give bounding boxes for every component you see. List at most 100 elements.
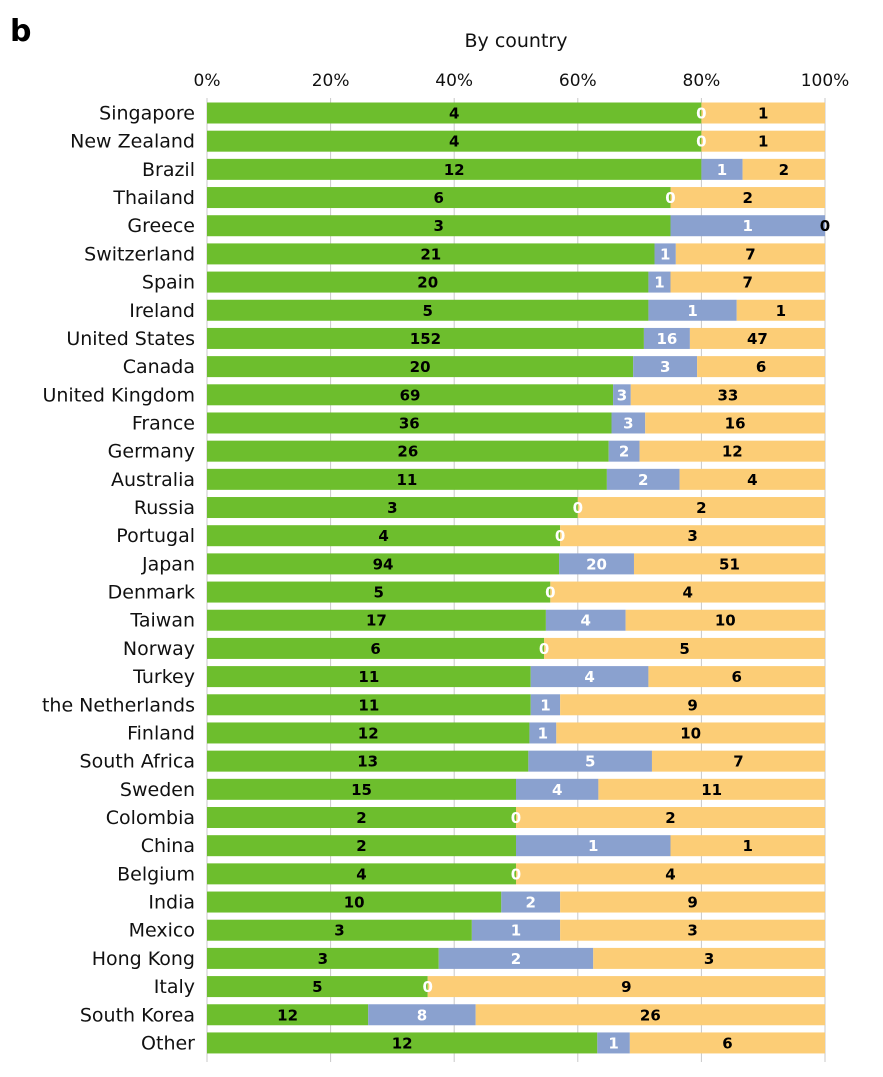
value-label: 6 bbox=[756, 358, 766, 376]
category-label: Singapore bbox=[99, 103, 195, 125]
value-label: 21 bbox=[420, 245, 441, 263]
bar-segment bbox=[516, 835, 671, 857]
value-label: 3 bbox=[623, 414, 633, 432]
bar-segment bbox=[608, 440, 640, 462]
value-label: 9 bbox=[687, 696, 697, 714]
category-label: United Kingdom bbox=[42, 384, 195, 406]
value-label: 0 bbox=[696, 105, 706, 123]
value-label: 0 bbox=[511, 865, 521, 883]
bar-segment bbox=[207, 976, 428, 998]
panel-letter: b bbox=[10, 14, 32, 49]
category-label: Portugal bbox=[116, 525, 195, 547]
value-label: 3 bbox=[334, 922, 344, 940]
category-label: France bbox=[132, 412, 195, 434]
value-label: 1 bbox=[717, 161, 727, 179]
category-label: Taiwan bbox=[129, 610, 195, 632]
bars-layer bbox=[207, 102, 825, 1054]
value-label: 5 bbox=[373, 584, 383, 602]
bar-segment bbox=[559, 553, 634, 575]
y-axis-categories: Singapore New Zealand Brazil Thailand Greece… bbox=[42, 103, 195, 1055]
bar-segment bbox=[207, 384, 614, 406]
bar-segment bbox=[701, 158, 743, 180]
bar-segment bbox=[545, 609, 626, 631]
value-label: 36 bbox=[399, 414, 420, 432]
bar-segment bbox=[648, 271, 671, 293]
bar-segment bbox=[207, 835, 516, 857]
bar-segment bbox=[611, 412, 646, 434]
value-label: 4 bbox=[449, 105, 459, 123]
bar-segment bbox=[207, 468, 607, 490]
value-label: 20 bbox=[410, 358, 431, 376]
value-label: 69 bbox=[400, 386, 421, 404]
value-label: 4 bbox=[378, 527, 388, 545]
bar-segment bbox=[207, 271, 649, 293]
value-label: 3 bbox=[660, 358, 670, 376]
bar-segment bbox=[516, 807, 825, 828]
bar-segment bbox=[654, 243, 676, 265]
value-label: 4 bbox=[747, 471, 757, 489]
value-label: 5 bbox=[312, 978, 322, 996]
x-tick-label: 60% bbox=[559, 71, 597, 91]
category-label: Sweden bbox=[120, 779, 195, 801]
bar-segment bbox=[207, 891, 502, 913]
value-label: 0 bbox=[422, 978, 432, 996]
bar-segment bbox=[207, 130, 702, 152]
bar-segment bbox=[501, 891, 561, 913]
bar-segment bbox=[207, 215, 671, 237]
bar-segment bbox=[207, 187, 671, 209]
value-label: 26 bbox=[397, 443, 418, 461]
value-label: 6 bbox=[731, 668, 741, 686]
category-label: Hong Kong bbox=[92, 948, 195, 970]
value-label: 2 bbox=[665, 809, 675, 827]
bar-segment bbox=[633, 356, 698, 378]
value-label: 7 bbox=[743, 274, 753, 292]
bar-segment bbox=[544, 637, 825, 659]
value-label: 1 bbox=[743, 217, 753, 235]
value-label: 6 bbox=[434, 189, 444, 207]
category-label: China bbox=[141, 835, 195, 857]
value-label: 11 bbox=[701, 781, 722, 799]
category-label: Denmark bbox=[108, 582, 195, 604]
value-label: 1 bbox=[758, 105, 768, 123]
bar-segment bbox=[556, 722, 825, 744]
grid-layer bbox=[206, 98, 826, 1062]
value-label: 1 bbox=[743, 837, 753, 855]
category-label: Finland bbox=[127, 722, 195, 744]
value-label: 2 bbox=[619, 443, 629, 461]
value-label: 3 bbox=[318, 950, 328, 968]
value-label: 0 bbox=[820, 217, 830, 235]
bar-segment bbox=[701, 102, 825, 124]
value-label: 6 bbox=[722, 1034, 732, 1052]
bar-segment bbox=[639, 440, 825, 462]
bar-segment bbox=[427, 976, 825, 998]
value-label: 33 bbox=[717, 386, 738, 404]
bar-segment bbox=[560, 694, 825, 716]
bar-segment bbox=[207, 553, 560, 575]
bar-segment bbox=[593, 947, 825, 969]
value-label: 4 bbox=[682, 584, 692, 602]
value-label: 0 bbox=[511, 809, 521, 827]
bar-segment bbox=[530, 666, 649, 688]
category-label: Switzerland bbox=[84, 243, 195, 265]
value-label: 12 bbox=[722, 443, 743, 461]
bar-segment bbox=[697, 356, 825, 378]
value-label: 20 bbox=[586, 555, 607, 573]
value-label: 51 bbox=[719, 555, 740, 573]
bar-segment bbox=[701, 130, 825, 152]
x-axis-ticks: 0% 20% 40% 60% 80% 100% bbox=[194, 71, 850, 91]
bar-segment bbox=[207, 327, 644, 349]
value-label: 1 bbox=[758, 133, 768, 151]
value-label: 16 bbox=[725, 414, 746, 432]
category-label: New Zealand bbox=[70, 131, 195, 153]
bar-segment bbox=[207, 440, 609, 462]
value-label: 17 bbox=[366, 612, 387, 630]
value-label: 12 bbox=[277, 1006, 298, 1024]
category-label: Canada bbox=[123, 356, 195, 378]
value-label: 2 bbox=[779, 161, 789, 179]
value-label: 8 bbox=[417, 1006, 427, 1024]
bar-segment bbox=[742, 158, 825, 180]
bar-segment bbox=[625, 609, 825, 631]
bar-segment bbox=[560, 919, 825, 941]
x-tick-label: 100% bbox=[801, 71, 850, 91]
bar-segment bbox=[529, 722, 557, 744]
